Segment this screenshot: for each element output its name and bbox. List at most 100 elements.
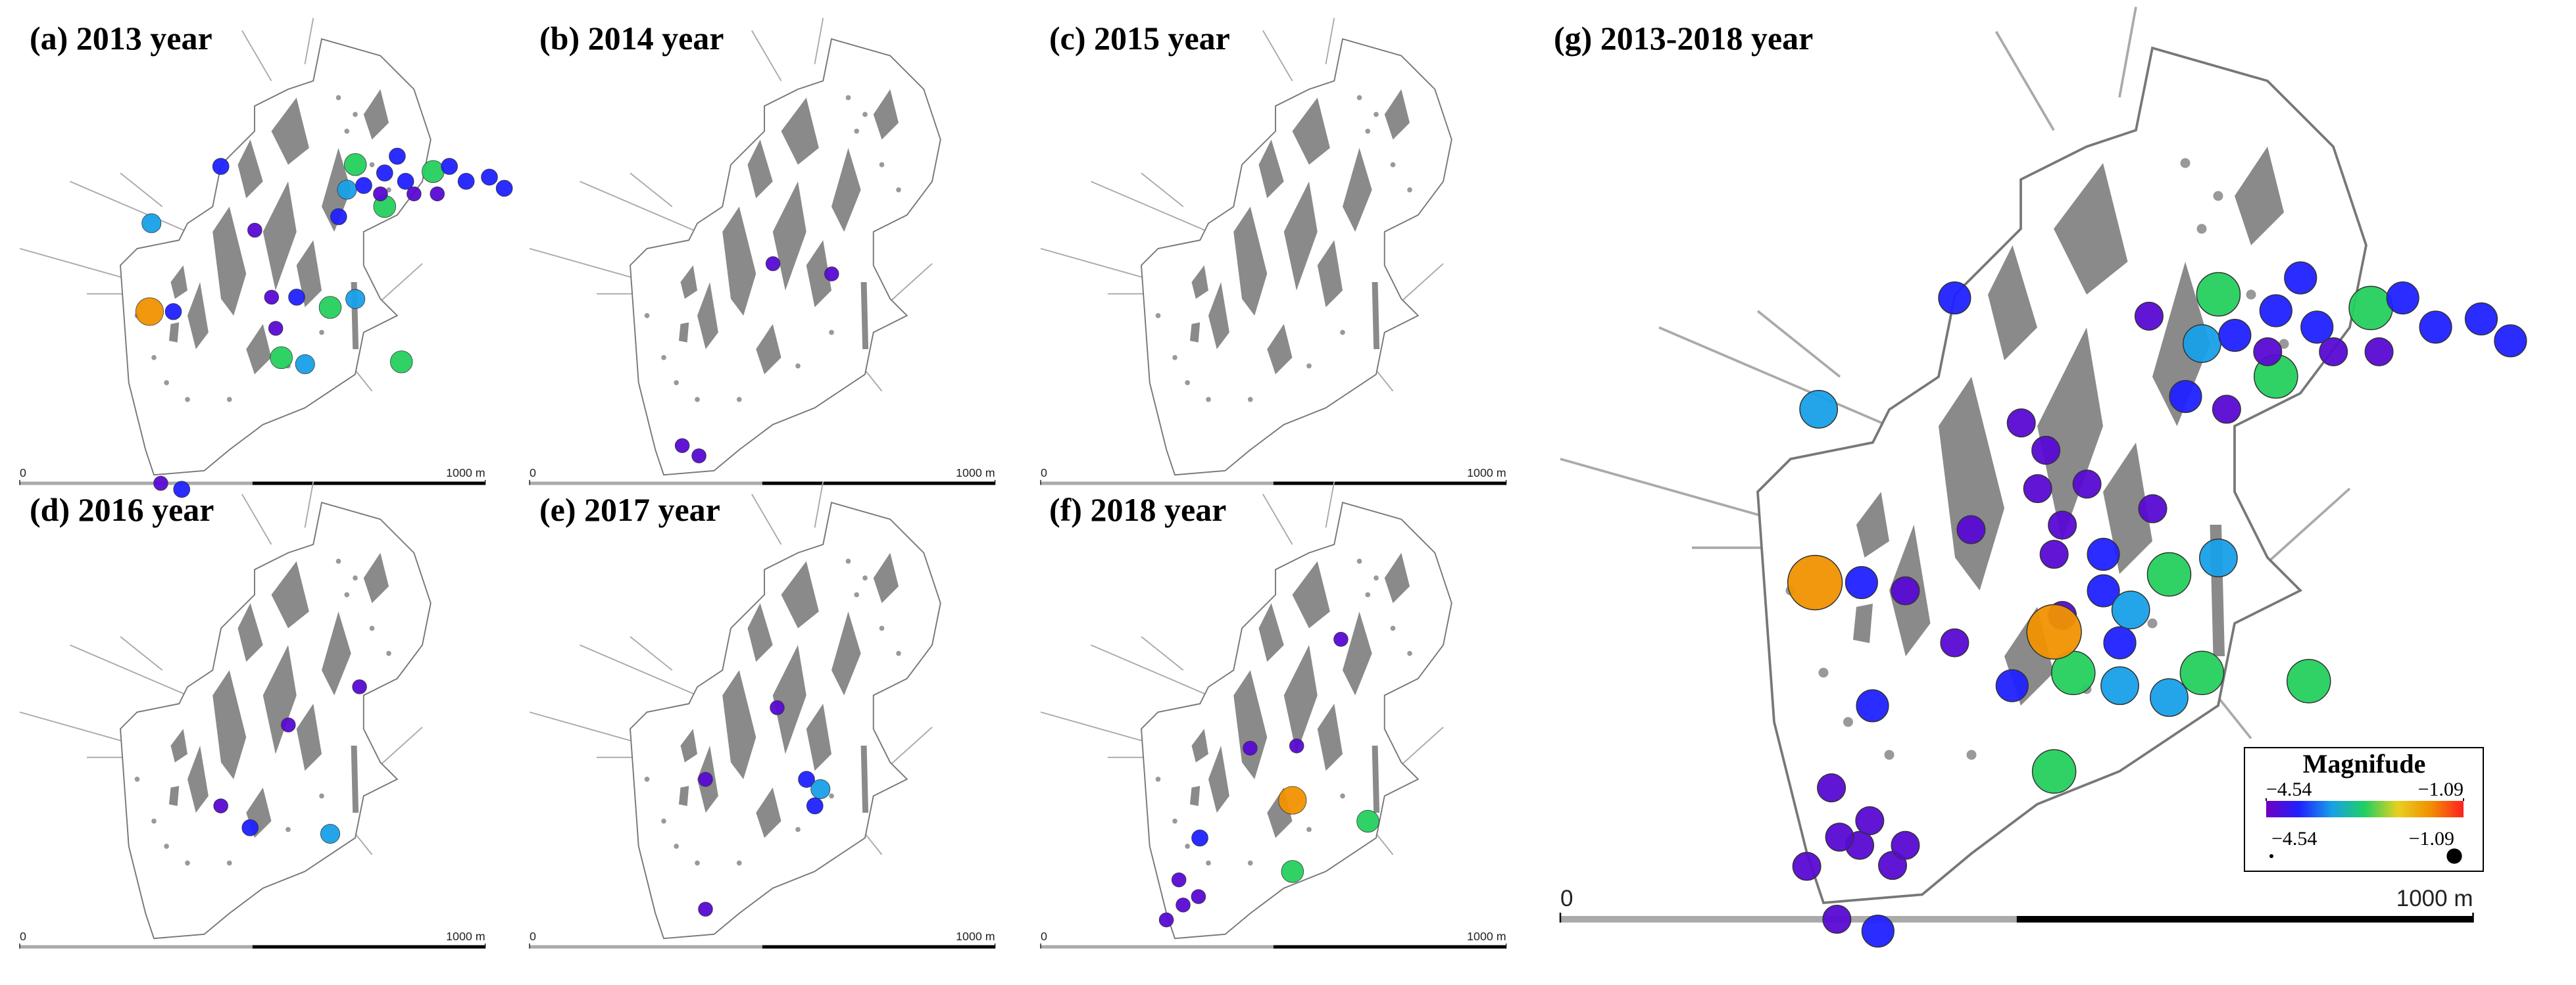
event	[268, 321, 284, 336]
panel-title: (e) 2017 year	[539, 491, 720, 528]
event	[135, 297, 164, 326]
scale-bar-segment	[20, 481, 253, 485]
event	[281, 717, 296, 733]
event	[2199, 539, 2238, 577]
event	[2212, 395, 2241, 424]
event	[337, 180, 357, 200]
size-legend-dot	[2269, 854, 2273, 858]
event	[2103, 626, 2137, 660]
event	[1891, 830, 1920, 860]
size-legend-label: −4.54	[2271, 828, 2317, 850]
legend: Magnifude −4.54 −1.09 −4.54 −1.09	[2244, 747, 2484, 872]
event	[2253, 337, 2283, 366]
event	[698, 772, 713, 787]
event	[389, 147, 406, 165]
event	[141, 213, 162, 233]
event	[441, 158, 458, 175]
event	[1856, 689, 1889, 723]
scale-label: 1000 m	[1467, 930, 1506, 943]
event	[1281, 860, 1304, 883]
event	[153, 475, 168, 491]
event	[2048, 510, 2077, 540]
event	[1171, 872, 1187, 888]
basemap	[1040, 17, 1452, 476]
scale-label: 0	[530, 466, 536, 479]
event	[345, 289, 366, 309]
scale-bar-segment	[1273, 481, 1506, 485]
event	[2386, 281, 2419, 315]
event	[2150, 678, 2189, 717]
event	[2259, 294, 2292, 327]
event	[212, 158, 230, 175]
panel-title: (c) 2015 year	[1049, 20, 1230, 57]
event	[373, 186, 388, 202]
event	[2134, 301, 2164, 331]
event	[2300, 310, 2334, 344]
panel-title: (d) 2016 year	[30, 491, 214, 528]
basemap	[1040, 481, 1452, 940]
scale-label: 1000 m	[446, 930, 485, 943]
event	[2023, 474, 2052, 504]
event	[2087, 574, 2120, 608]
event	[2286, 659, 2331, 704]
event	[1956, 515, 1986, 544]
event	[1822, 904, 1852, 934]
map-panel: 0 1000 m	[529, 481, 996, 949]
scale-bar-segment	[1560, 916, 2017, 923]
event	[213, 798, 228, 813]
scale-label: 1000 m	[956, 466, 995, 479]
scale-bar-segment	[2016, 916, 2473, 923]
basemap	[19, 17, 432, 476]
event	[1845, 565, 1878, 600]
event	[2026, 604, 2082, 660]
event	[2006, 408, 2036, 438]
event	[1333, 632, 1349, 647]
map-panel: 0 1000 m	[19, 17, 513, 498]
event	[2183, 324, 2221, 363]
event	[164, 303, 182, 320]
event	[1861, 914, 1895, 948]
event	[422, 160, 445, 183]
event	[2031, 749, 2077, 794]
basemap	[529, 481, 941, 940]
map-panel: 0 1000 m	[1559, 5, 2527, 948]
event	[343, 153, 367, 176]
scale-bar-segment	[762, 945, 995, 949]
event	[2146, 552, 2192, 597]
event	[1787, 554, 1843, 611]
event	[270, 346, 293, 370]
basemap	[19, 481, 432, 940]
event	[1289, 738, 1304, 754]
event	[407, 186, 422, 202]
event	[2138, 494, 2167, 523]
scale-label: 1000 m	[956, 930, 995, 943]
scale-label: 0	[530, 930, 536, 943]
event	[318, 296, 342, 319]
event	[1817, 773, 1846, 803]
size-legend-label: −1.09	[2409, 828, 2454, 850]
panel-title: (g) 2013-2018 year	[1554, 20, 1813, 57]
event	[1158, 912, 1174, 928]
event	[2100, 666, 2139, 706]
event	[1891, 576, 1920, 606]
event	[1940, 628, 1969, 658]
event	[1938, 281, 1971, 315]
event	[173, 481, 191, 498]
event	[2169, 379, 2202, 414]
event	[481, 168, 498, 186]
scale-bar-segment	[1041, 481, 1274, 485]
event	[390, 350, 413, 373]
event	[2464, 302, 2498, 336]
event	[457, 172, 475, 190]
event	[2087, 537, 2120, 571]
colorbar-label: −1.09	[2418, 779, 2464, 800]
scale-bar-segment	[252, 945, 485, 949]
map-panel: 0 1000 m	[19, 481, 486, 949]
event	[1191, 829, 1208, 847]
scale-label: 0	[1041, 466, 1047, 479]
event	[1278, 786, 1307, 815]
panel-title: (a) 2013 year	[30, 20, 212, 57]
event	[264, 289, 280, 305]
event	[1176, 898, 1191, 913]
